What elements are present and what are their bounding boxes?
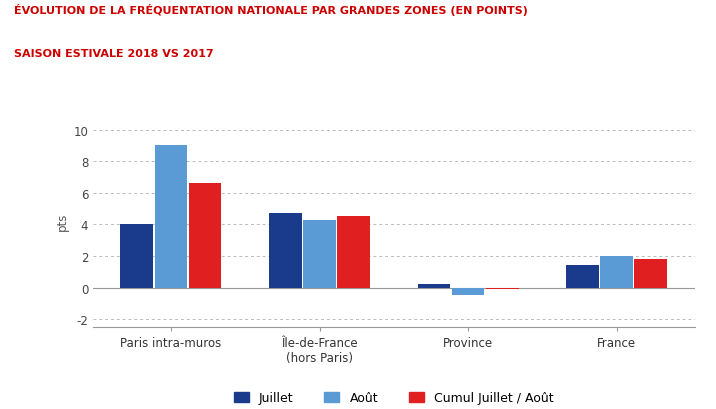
Bar <box>269 214 301 288</box>
Bar <box>417 285 450 288</box>
Legend: Juillet, Août, Cumul Juillet / Août: Juillet, Août, Cumul Juillet / Août <box>228 385 560 409</box>
Bar <box>452 288 485 296</box>
Y-axis label: pts: pts <box>56 212 69 230</box>
Bar <box>600 256 633 288</box>
Bar <box>189 184 221 288</box>
Text: ÉVOLUTION DE LA FRÉQUENTATION NATIONALE PAR GRANDES ZONES (EN POINTS): ÉVOLUTION DE LA FRÉQUENTATION NATIONALE … <box>14 4 528 16</box>
Text: SAISON ESTIVALE 2018 VS 2017: SAISON ESTIVALE 2018 VS 2017 <box>14 49 214 59</box>
Bar <box>486 288 518 290</box>
Bar <box>634 259 667 288</box>
Bar <box>566 266 599 288</box>
Bar <box>155 146 188 288</box>
Bar <box>337 217 370 288</box>
Bar <box>303 220 336 288</box>
Bar <box>120 225 153 288</box>
